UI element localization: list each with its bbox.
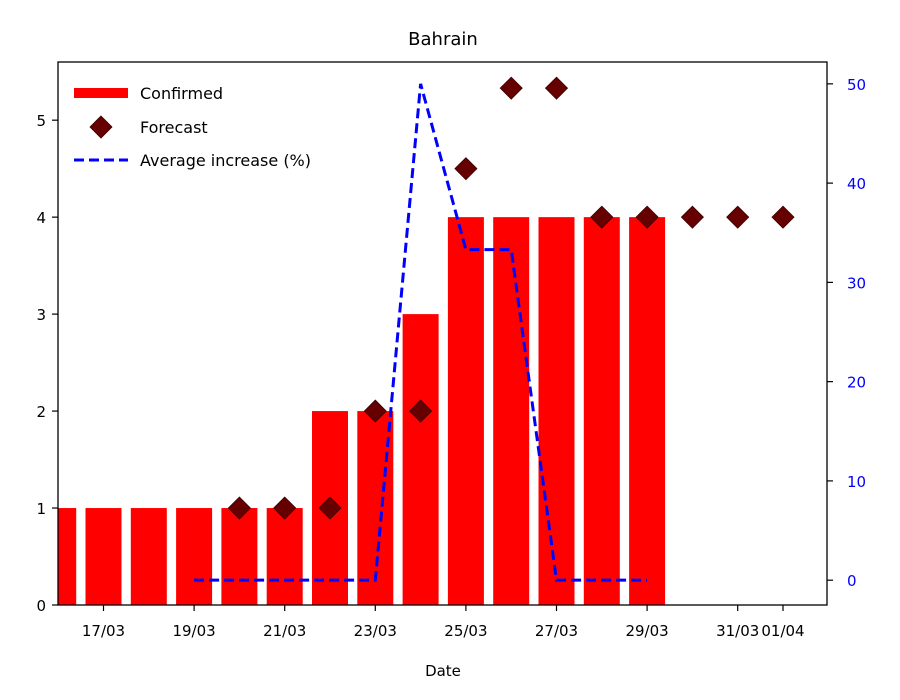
confirmed-bar [629,217,666,605]
forecast-point [409,399,433,423]
confirmed-bar [402,314,439,605]
y2-tick-label: 20 [847,374,866,392]
y-tick-label: 4 [36,209,46,227]
y-tick-label: 3 [36,306,46,324]
forecast-point [499,76,523,100]
x-tick-label: 23/03 [354,622,397,640]
confirmed-bar [493,217,530,605]
confirmed-bar [176,508,213,605]
y-tick-label: 1 [36,500,46,518]
x-tick-label: 25/03 [444,622,487,640]
forecast-points [227,76,795,520]
y-tick-label: 2 [36,403,46,421]
forecast-point [273,496,297,520]
confirmed-bar [538,217,575,605]
confirmed-bar [130,508,167,605]
legend-label: Average increase (%) [140,151,311,170]
x-tick-label: 01/04 [761,622,804,640]
average-increase-line [194,83,648,582]
x-tick-label: 17/03 [82,622,125,640]
confirmed-bar [58,508,77,605]
confirmed-bar [221,508,258,605]
y-tick-label: 0 [36,597,46,615]
y2-tick-label: 30 [847,274,866,292]
legend-label: Confirmed [140,84,223,103]
y2-tick-label: 50 [847,76,866,94]
forecast-point [363,399,387,423]
legend-forecast-marker [89,115,113,139]
forecast-point [726,205,750,229]
plot-frame [57,61,828,606]
forecast-point [544,76,569,100]
confirmed-bar [85,508,122,605]
x-tick-label: 19/03 [172,622,215,640]
legend-confirmed-swatch [74,88,128,98]
x-tick-label: 29/03 [625,622,668,640]
x-tick-label: 21/03 [263,622,306,640]
forecast-point [454,157,478,181]
x-tick-label: 27/03 [535,622,578,640]
forecast-point [680,205,704,229]
forecast-point [227,496,251,520]
confirmed-bars [58,217,666,605]
forecast-point [318,496,342,520]
confirmed-bar [266,508,303,605]
x-axis-label: Date [425,662,461,680]
y2-tick-label: 10 [847,473,866,491]
forecast-point [590,205,614,229]
forecast-point [635,205,659,229]
y2-tick-label: 40 [847,175,866,193]
y2-tick-label: 0 [847,572,857,590]
confirmed-bar [447,217,484,605]
x-tick-label: 31/03 [716,622,759,640]
confirmed-bar [583,217,620,605]
chart-title: Bahrain [408,29,478,50]
average-increase-path [194,83,648,582]
legend: Confirmed Forecast Average increase (%) [74,84,311,170]
legend-label: Forecast [140,118,208,137]
y-tick-label: 5 [36,112,46,130]
forecast-point [771,205,795,229]
